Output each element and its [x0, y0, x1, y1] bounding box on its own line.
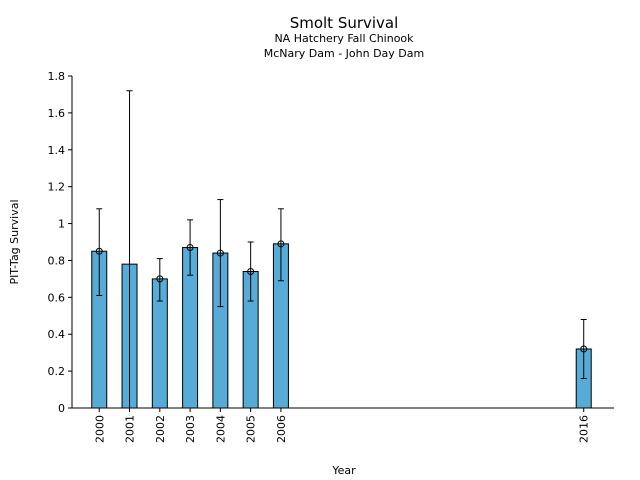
y-tick-label: 1.6 [48, 107, 66, 120]
x-axis-label: Year [331, 464, 356, 477]
point-marker-2005 [247, 268, 255, 276]
point-marker-2004 [216, 249, 224, 257]
point-marker-2006 [277, 240, 285, 248]
point-marker-2000 [95, 247, 103, 255]
point-marker-2016 [580, 345, 588, 353]
x-tick-label: 2001 [124, 415, 137, 443]
y-tick-label: 0.8 [48, 254, 66, 267]
x-ticks: 2000 2001 2002 2003 2004 2005 2006 2016 [93, 408, 591, 443]
chart-subtitle-reach: McNary Dam - John Day Dam [264, 47, 424, 60]
y-axis-label: PIT-Tag Survival [8, 199, 21, 284]
y-tick-label: 1.8 [48, 70, 66, 83]
bars-layer [91, 243, 592, 409]
y-tick-label: 1.4 [48, 144, 66, 157]
y-tick-label: 1 [58, 218, 65, 231]
x-tick-label: 2016 [578, 415, 591, 443]
point-marker-2003 [186, 244, 194, 252]
x-tick-label: 2002 [154, 415, 167, 443]
chart-subtitle-species: NA Hatchery Fall Chinook [274, 32, 414, 45]
y-tick-label: 0 [58, 402, 65, 415]
x-tick-label: 2003 [184, 415, 197, 443]
x-tick-label: 2004 [214, 415, 227, 443]
y-tick-label: 0.6 [48, 291, 66, 304]
x-tick-label: 2000 [93, 415, 106, 443]
errorbars-layer [95, 90, 588, 409]
point-marker-2002 [156, 275, 164, 283]
y-tick-label: 1.2 [48, 181, 66, 194]
y-tick-label: 0.2 [48, 365, 66, 378]
chart-title: Smolt Survival [290, 14, 399, 32]
x-tick-label: 2006 [275, 415, 288, 443]
y-ticks: 0 0.2 0.4 0.6 0.8 1 1.2 1.4 1.6 1.8 [48, 70, 72, 415]
y-tick-label: 0.4 [48, 328, 66, 341]
x-tick-label: 2005 [245, 415, 258, 443]
